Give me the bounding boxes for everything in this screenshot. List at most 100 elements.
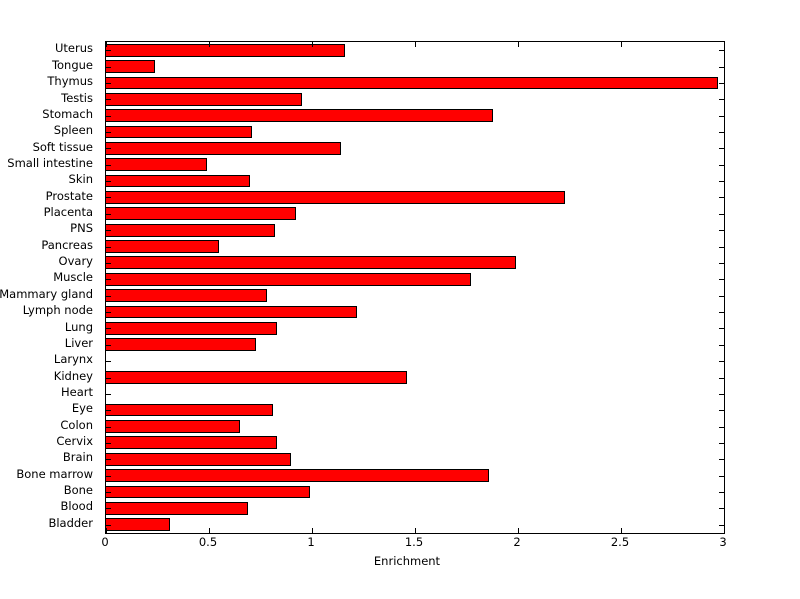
y-tick-placenta: Placenta [0, 205, 100, 221]
y-tick-mark [106, 99, 111, 100]
y-tick-mark [719, 394, 724, 395]
bar-row [105, 222, 724, 238]
y-tick-label: Ovary [58, 254, 93, 269]
y-tick-heart: Heart [0, 385, 100, 401]
y-tick-stomach: Stomach [0, 106, 100, 122]
y-tick-mark [106, 230, 111, 231]
y-tick-mark [719, 508, 724, 509]
y-tick-pns: PNS [0, 221, 100, 237]
bar-colon[interactable] [105, 420, 240, 433]
y-tick-label: Heart [60, 384, 93, 399]
y-tick-label: Larynx [53, 352, 93, 367]
bar-eye[interactable] [105, 403, 273, 417]
y-tick-mark [719, 328, 724, 329]
y-tick-uterus: Uterus [0, 41, 100, 57]
y-tick-bladder: Bladder [0, 515, 100, 531]
y-tick-mark [719, 361, 724, 362]
bar-prostate[interactable] [105, 191, 566, 204]
bar-pancreas[interactable] [105, 240, 220, 253]
y-tick-mark [719, 443, 724, 444]
y-tick-mark [719, 296, 724, 297]
bar-row [105, 206, 724, 222]
bar-mammary-gland[interactable] [105, 289, 267, 302]
y-tick-mark [106, 181, 111, 182]
y-tick-colon: Colon [0, 417, 100, 433]
y-tick-mark [106, 361, 111, 362]
y-tick-larynx: Larynx [0, 352, 100, 368]
y-tick-liver: Liver [0, 335, 100, 351]
x-tick-label: 2 [513, 535, 521, 549]
y-tick-skin: Skin [0, 172, 100, 188]
bar-bone-marrow[interactable] [105, 469, 490, 482]
bar-spleen[interactable] [105, 125, 253, 139]
y-tick-mark [719, 116, 724, 117]
y-tick-mark [719, 312, 724, 313]
bar-row [105, 42, 724, 58]
bar-small-intestine[interactable] [105, 158, 207, 172]
bar-cervix[interactable] [105, 436, 277, 450]
bar-row [105, 320, 724, 336]
y-tick-label: Prostate [45, 188, 93, 203]
y-tick-tongue: Tongue [0, 57, 100, 73]
bar-row [105, 124, 724, 140]
bars-layer [105, 42, 724, 533]
y-tick-cervix: Cervix [0, 434, 100, 450]
bar-placenta[interactable] [105, 207, 296, 221]
bar-tongue[interactable] [105, 60, 156, 73]
y-tick-mark [719, 99, 724, 100]
y-tick-mark [719, 165, 724, 166]
y-tick-label: PNS [70, 221, 93, 236]
x-tick-label: 0 [101, 535, 109, 549]
bar-row [105, 238, 724, 254]
x-axis-label: Enrichment [0, 555, 800, 568]
bar-row [105, 336, 724, 352]
y-tick-mark [106, 427, 111, 428]
bar-soft-tissue[interactable] [105, 141, 341, 155]
bar-row [105, 467, 724, 483]
bar-row [105, 107, 724, 123]
y-tick-mark [719, 148, 724, 149]
bar-bladder[interactable] [105, 518, 170, 531]
bar-ovary[interactable] [105, 256, 516, 270]
x-tick-mark [209, 42, 210, 47]
y-tick-testis: Testis [0, 90, 100, 106]
bar-thymus[interactable] [105, 76, 718, 90]
y-tick-mark [719, 345, 724, 346]
bar-muscle[interactable] [105, 272, 471, 286]
bar-bone[interactable] [105, 485, 310, 499]
x-tick-mark [312, 42, 313, 47]
y-tick-mark [106, 132, 111, 133]
bar-stomach[interactable] [105, 109, 494, 122]
bar-lymph-node[interactable] [105, 305, 358, 319]
bar-brain[interactable] [105, 452, 292, 466]
x-tick-mark [312, 528, 313, 533]
x-tick-mark [106, 42, 107, 47]
bar-row [105, 287, 724, 303]
bar-kidney[interactable] [105, 370, 407, 384]
bar-blood[interactable] [105, 501, 249, 515]
bar-pns[interactable] [105, 223, 275, 237]
bar-testis[interactable] [105, 92, 302, 106]
y-tick-mark [106, 328, 111, 329]
bar-lung[interactable] [105, 321, 277, 335]
bar-liver[interactable] [105, 338, 257, 352]
y-tick-mark [719, 492, 724, 493]
y-tick-pancreas: Pancreas [0, 237, 100, 253]
y-tick-mark [106, 214, 111, 215]
bar-heart[interactable] [105, 387, 106, 401]
x-tick-mark [724, 42, 725, 47]
y-tick-label: Lymph node [22, 303, 93, 318]
x-tick-mark [209, 528, 210, 533]
bar-larynx[interactable] [105, 354, 106, 368]
y-tick-mark [719, 410, 724, 411]
y-tick-label: Brain [62, 450, 93, 465]
bar-uterus[interactable] [105, 43, 345, 57]
y-tick-mark [106, 394, 111, 395]
y-tick-mark [106, 476, 111, 477]
bar-row [105, 353, 724, 369]
y-tick-mark [719, 132, 724, 133]
bar-skin[interactable] [105, 174, 251, 188]
y-tick-mark [106, 345, 111, 346]
y-tick-label: Bone [63, 483, 93, 498]
